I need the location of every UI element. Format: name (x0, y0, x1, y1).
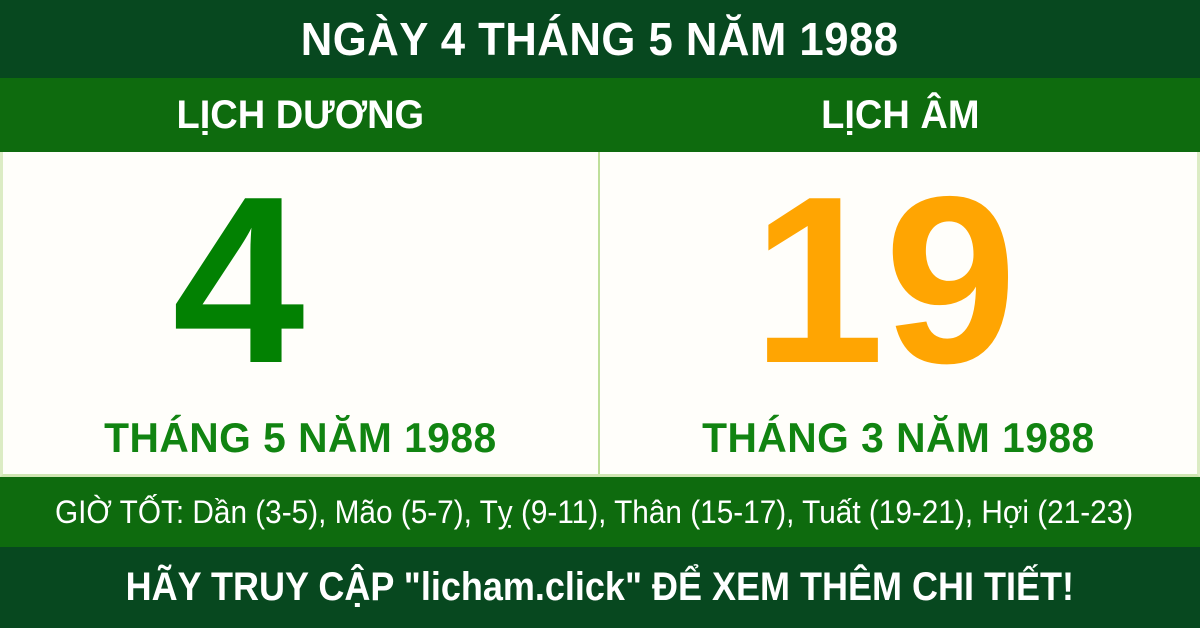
footer-cta-bar: HÃY TRUY CẬP "licham.click" ĐỂ XEM THÊM … (0, 547, 1200, 628)
solar-header-cell: LỊCH DƯƠNG (0, 78, 600, 152)
lunar-header-cell: LỊCH ÂM (600, 78, 1200, 152)
lunar-month-year-label: THÁNG 3 NĂM 1988 (702, 414, 1095, 461)
solar-day-panel: 4 THÁNG 5 NĂM 1988 (3, 152, 600, 474)
solar-day-number: 4 (172, 148, 305, 413)
banner-title: NGÀY 4 THÁNG 5 NĂM 1988 (301, 13, 899, 65)
solar-calendar-label: LỊCH DƯƠNG (176, 92, 424, 137)
good-hours-text: GIỜ TỐT: Dần (3-5), Mão (5-7), Tỵ (9-11)… (55, 493, 1134, 530)
lunar-calendar-label: LỊCH ÂM (820, 92, 980, 137)
calendar-type-header: LỊCH DƯƠNG LỊCH ÂM (0, 78, 1200, 152)
day-panels: 4 THÁNG 5 NĂM 1988 19 THÁNG 3 NĂM 1988 (0, 152, 1200, 477)
lunar-day-panel: 19 THÁNG 3 NĂM 1988 (600, 152, 1197, 474)
good-hours-bar: GIỜ TỐT: Dần (3-5), Mão (5-7), Tỵ (9-11)… (0, 477, 1200, 547)
date-title-bar: NGÀY 4 THÁNG 5 NĂM 1988 (0, 0, 1200, 78)
footer-cta-text: HÃY TRUY CẬP "licham.click" ĐỂ XEM THÊM … (125, 565, 1075, 609)
lunar-day-number: 19 (752, 148, 1017, 413)
solar-month-year-label: THÁNG 5 NĂM 1988 (104, 414, 497, 461)
